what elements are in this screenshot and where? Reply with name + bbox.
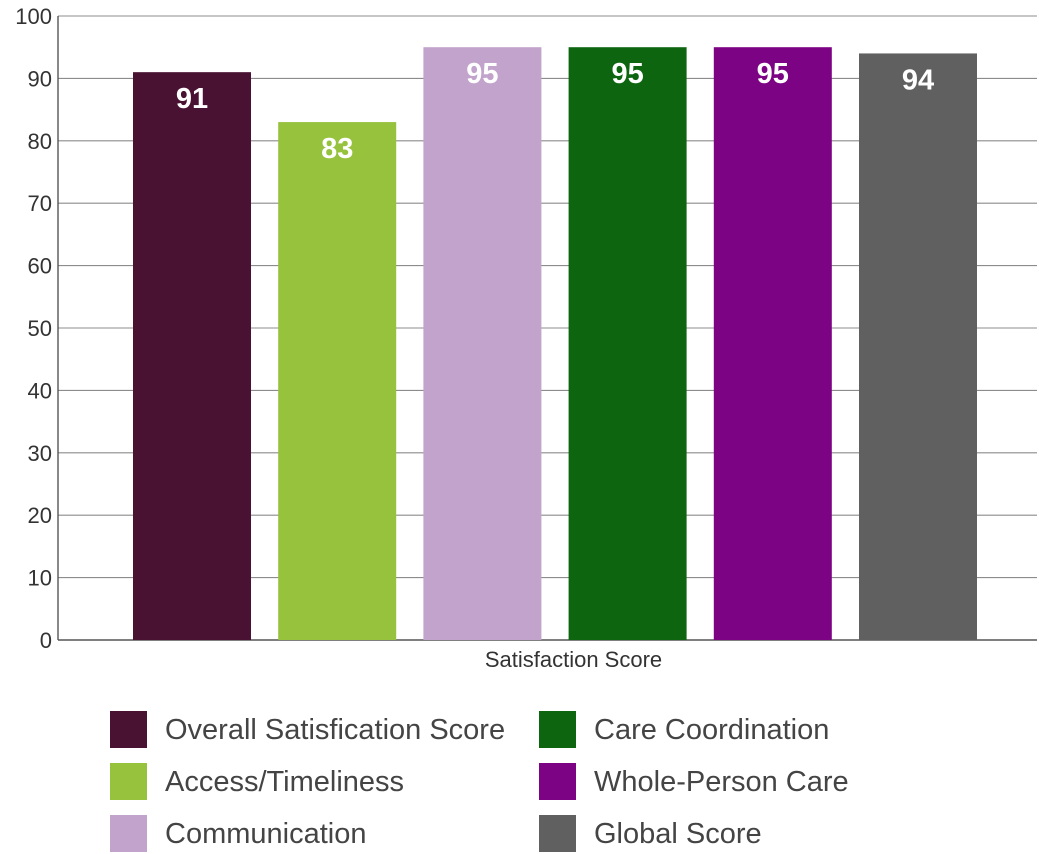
- bar-care-coordination: [568, 47, 687, 640]
- legend-item: Access/Timeliness: [110, 763, 404, 800]
- y-tick-label: 50: [28, 316, 52, 341]
- bar-value-label: 95: [466, 58, 498, 90]
- bar-value-label: 91: [176, 83, 208, 115]
- legend-label: Whole-Person Care: [594, 766, 849, 798]
- y-tick-label: 90: [28, 66, 52, 91]
- y-tick-label: 60: [28, 254, 52, 279]
- y-tick-label: 70: [28, 191, 52, 216]
- y-tick-label: 40: [28, 378, 52, 403]
- legend-swatch: [539, 815, 576, 852]
- x-category-label: Satisfaction Score: [485, 647, 662, 672]
- y-tick-label: 100: [15, 4, 52, 29]
- bar-global-score: [859, 53, 977, 640]
- legend: Overall Satisfication Score Access/Timeli…: [110, 711, 849, 852]
- legend-label: Global Score: [594, 818, 762, 850]
- legend-swatch: [539, 711, 576, 748]
- legend-swatch: [110, 763, 147, 800]
- legend-item: Communication: [110, 815, 366, 852]
- legend-swatch: [110, 815, 147, 852]
- legend-swatch: [539, 763, 576, 800]
- y-tick-label: 80: [28, 129, 52, 154]
- bar-overall-satisfication-score: [133, 72, 251, 640]
- legend-label: Care Coordination: [594, 714, 829, 746]
- legend-item: Overall Satisfication Score: [110, 711, 505, 748]
- legend-label: Communication: [165, 818, 366, 850]
- legend-item: Global Score: [539, 815, 762, 852]
- legend-label: Overall Satisfication Score: [165, 714, 505, 746]
- bar-value-label: 95: [611, 58, 643, 90]
- legend-swatch: [110, 711, 147, 748]
- bars: [133, 47, 977, 640]
- bar-value-labels: 91 83 95 95 95 94: [176, 58, 934, 165]
- legend-item: Whole-Person Care: [539, 763, 849, 800]
- y-tick-label: 30: [28, 441, 52, 466]
- y-axis-ticks: 0 10 20 30 40 50 60 70 80 90 100: [15, 4, 52, 653]
- x-axis-category: Satisfaction Score: [485, 647, 662, 672]
- bar-value-label: 83: [321, 133, 353, 165]
- bar-communication: [423, 47, 542, 640]
- y-tick-label: 0: [40, 628, 52, 653]
- bar-whole-person-care: [713, 47, 832, 640]
- y-tick-label: 10: [28, 566, 52, 591]
- bar-value-label: 94: [902, 64, 934, 96]
- bar-access-timeliness: [278, 122, 397, 640]
- legend-item: Care Coordination: [539, 711, 829, 748]
- bar-value-label: 95: [757, 58, 789, 90]
- y-tick-label: 20: [28, 503, 52, 528]
- legend-label: Access/Timeliness: [165, 766, 404, 798]
